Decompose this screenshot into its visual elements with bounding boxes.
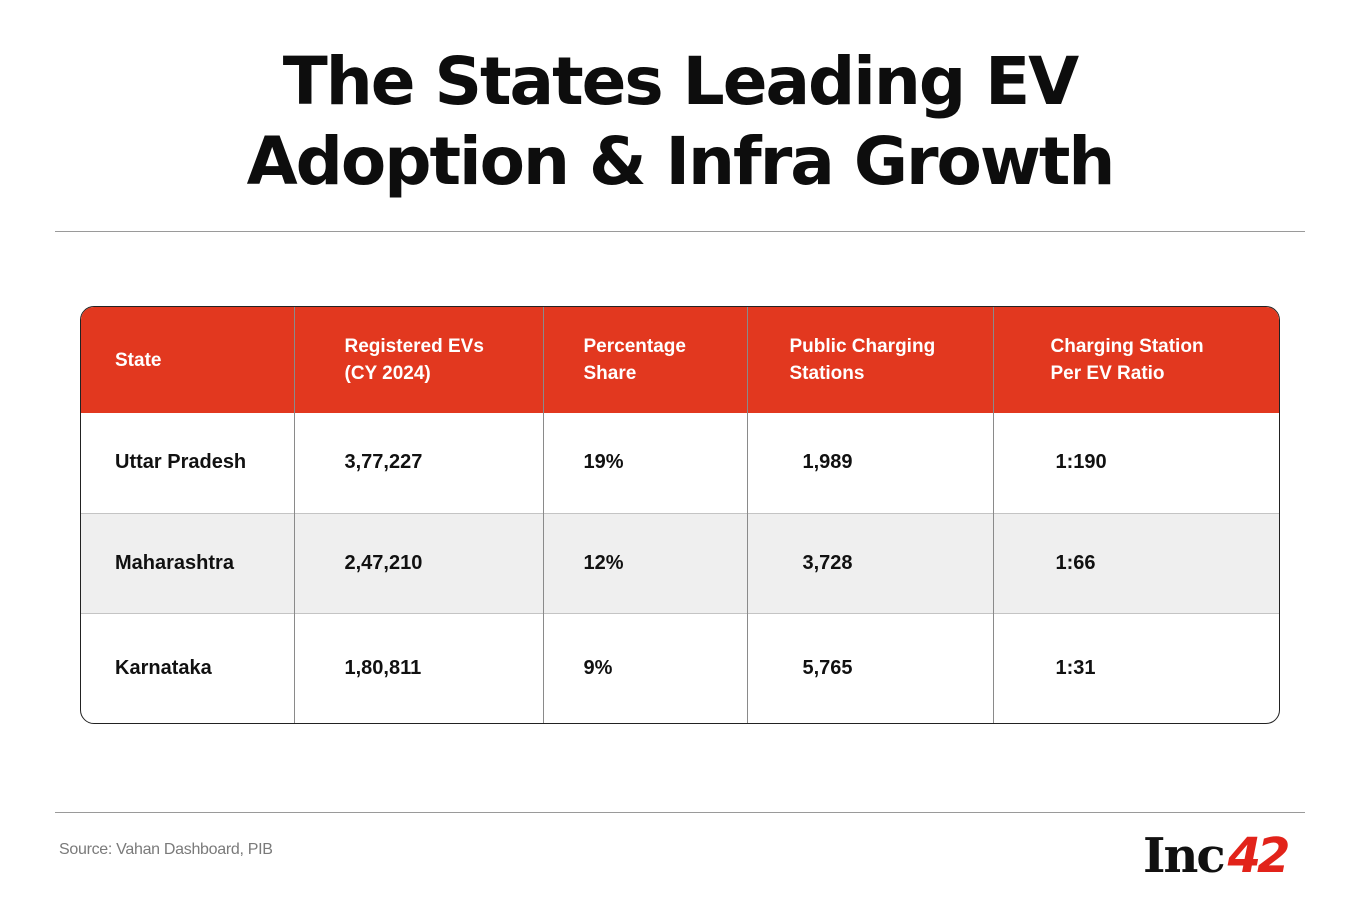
table-row: Uttar Pradesh 3,77,227 19% 1,989 1:190 bbox=[81, 413, 1279, 513]
top-divider bbox=[55, 231, 1305, 232]
bottom-divider bbox=[55, 812, 1305, 813]
table-header-row: State Registered EVs (CY 2024) Percentag… bbox=[81, 307, 1279, 413]
cell-charging-stations: 5,765 bbox=[746, 613, 993, 723]
cell-registered-evs: 1,80,811 bbox=[293, 613, 543, 723]
source-note: Source: Vahan Dashboard, PIB bbox=[59, 841, 273, 858]
cell-percentage-share: 12% bbox=[542, 513, 747, 613]
header-charging-ratio: Charging Station Per EV Ratio bbox=[992, 307, 1279, 413]
header-state: State bbox=[115, 349, 162, 371]
cell-state: Karnataka bbox=[115, 656, 212, 679]
inc42-logo: Inc 42 bbox=[1143, 828, 1291, 884]
cell-state: Uttar Pradesh bbox=[115, 451, 247, 474]
page-title: The States Leading EV Adoption & Infra G… bbox=[0, 42, 1360, 202]
cell-charging-stations: 3,728 bbox=[746, 513, 993, 613]
header-public-charging-stations: Public Charging Stations bbox=[746, 307, 993, 413]
title-line-1: The States Leading EV bbox=[282, 43, 1080, 120]
ev-states-table: State Registered EVs (CY 2024) Percentag… bbox=[80, 306, 1280, 724]
cell-ratio: 1:31 bbox=[992, 613, 1279, 723]
cell-registered-evs: 2,47,210 bbox=[293, 513, 543, 613]
logo-number: 42 bbox=[1227, 828, 1291, 884]
title-line-2: Adoption & Infra Growth bbox=[246, 123, 1116, 200]
table-row: Karnataka 1,80,811 9% 5,765 1:31 bbox=[81, 613, 1279, 723]
cell-ratio: 1:190 bbox=[992, 413, 1279, 513]
header-percentage-share: Percentage Share bbox=[542, 307, 747, 413]
cell-charging-stations: 1,989 bbox=[746, 413, 993, 513]
cell-percentage-share: 19% bbox=[542, 413, 747, 513]
table-row: Maharashtra 2,47,210 12% 3,728 1:66 bbox=[81, 513, 1279, 613]
cell-ratio: 1:66 bbox=[992, 513, 1279, 613]
cell-state: Maharashtra bbox=[115, 551, 234, 574]
cell-registered-evs: 3,77,227 bbox=[293, 413, 543, 513]
logo-text: Inc bbox=[1143, 828, 1226, 884]
cell-percentage-share: 9% bbox=[542, 613, 747, 723]
header-registered-evs: Registered EVs (CY 2024) bbox=[293, 307, 543, 413]
